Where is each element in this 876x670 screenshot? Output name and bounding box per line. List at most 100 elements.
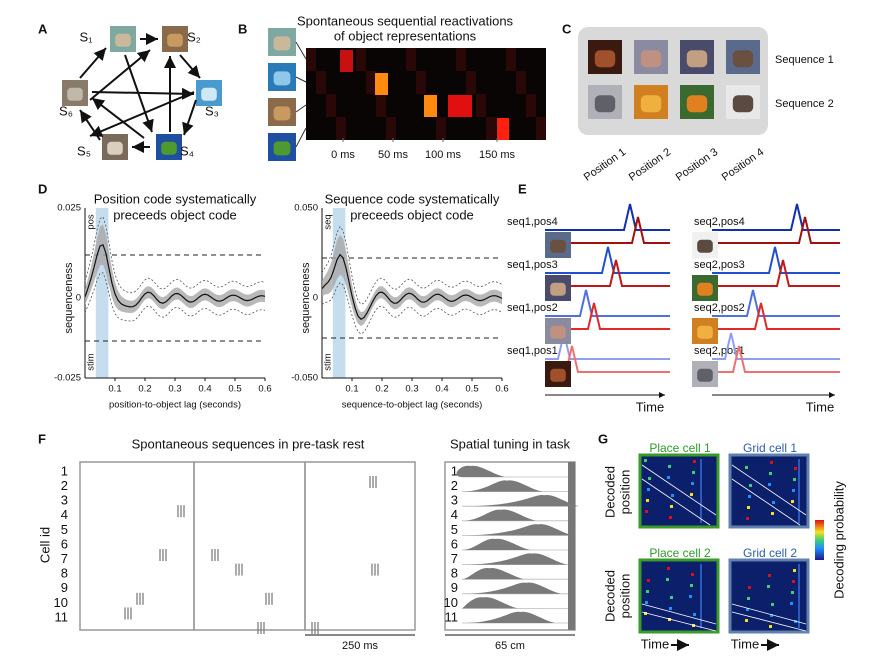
photo-detail (115, 33, 131, 47)
heat-cell (340, 50, 353, 72)
panel-letter: F (38, 431, 46, 446)
photo-detail (107, 141, 123, 155)
axis-title: Decoded (602, 466, 617, 518)
axis-note: stim (86, 353, 97, 371)
heat-cell (748, 586, 751, 589)
state-label: S₆ (59, 103, 73, 118)
heat-cell (406, 48, 416, 71)
arrow (89, 91, 195, 137)
cell-id: 11 (445, 609, 459, 624)
heat-cell (747, 597, 750, 600)
error-band (322, 234, 502, 327)
tick-label: 0.2 (138, 384, 151, 395)
heat-cell (376, 94, 386, 117)
photo-detail (697, 239, 713, 253)
heat-cell (668, 465, 671, 468)
mean-line (321, 253, 503, 320)
scale-label: 65 cm (495, 640, 525, 652)
panel-letter: E (518, 181, 527, 196)
error-band (85, 224, 265, 313)
heat-cell (769, 625, 772, 628)
null-line (321, 282, 503, 335)
tick-label: 0.3 (168, 384, 181, 395)
heat-cell (666, 578, 669, 581)
cell-id: 2 (61, 478, 68, 493)
cell-id: 9 (61, 580, 68, 595)
cell-id: 9 (451, 580, 458, 595)
heat-cell (768, 574, 771, 577)
tick-label: 150 ms (479, 149, 516, 161)
cell-id: 11 (55, 609, 69, 624)
heat-cell (689, 595, 692, 598)
tuning-curve (456, 465, 505, 477)
photo-detail (697, 325, 713, 339)
heat-cell (770, 461, 773, 464)
photo-detail (594, 50, 616, 68)
guide (731, 464, 807, 516)
heat-cell (645, 601, 648, 604)
title: preceeds object code (350, 207, 474, 222)
arrow (182, 99, 197, 136)
guide (731, 603, 807, 625)
heat-cell (486, 117, 496, 140)
axis-note: seq (323, 214, 334, 229)
row-label: Sequence 1 (775, 54, 834, 66)
heat-cell (497, 118, 509, 140)
heatmap (638, 453, 720, 529)
tick-label: 0.5 (465, 384, 478, 395)
heat-cell (691, 573, 694, 576)
guide (731, 478, 801, 526)
heat-cell (644, 612, 647, 615)
photo-detail (550, 239, 566, 253)
heat-cell (690, 493, 693, 496)
guide (641, 603, 717, 625)
heat-cell (667, 567, 670, 570)
photo-detail (67, 87, 83, 101)
tick-label: 50 ms (378, 149, 408, 161)
tick-label: 0 (313, 293, 318, 304)
connector (295, 127, 307, 148)
heat-cell (767, 585, 770, 588)
cell-id: 5 (451, 522, 458, 537)
tick-label: 0.4 (435, 384, 448, 395)
heat-cell (670, 505, 673, 508)
panel-title: Place cell 1 (649, 441, 711, 455)
heat-cell (375, 73, 388, 95)
axis-title: position-to-object lag (seconds) (109, 400, 241, 411)
photo-detail (273, 71, 291, 86)
heat-cell (669, 607, 672, 610)
mean-line (84, 243, 266, 308)
cell-id: 7 (61, 551, 68, 566)
trace-label: seq1,pos3 (507, 259, 558, 271)
state-label: S₂ (187, 29, 201, 44)
tick-label: 0 (76, 293, 81, 304)
heat-stripe (798, 564, 800, 628)
heat-cell (476, 94, 486, 117)
photo-detail (273, 36, 291, 51)
arrow (79, 47, 107, 79)
photo-detail (167, 33, 183, 47)
tick-label: 0.2 (375, 384, 388, 395)
title: preceeds object code (113, 207, 237, 222)
heat-cell (326, 94, 336, 117)
heat-cell (769, 472, 772, 475)
photo-detail (550, 282, 566, 296)
heat-cell (386, 117, 396, 140)
arrow (179, 54, 201, 79)
heat-cell (793, 478, 796, 481)
trace (712, 302, 840, 330)
cell-id: 2 (451, 478, 458, 493)
heat-cell (316, 71, 326, 94)
trace (545, 203, 670, 231)
tick-label: 0.3 (405, 384, 418, 395)
title: Sequence code systematically (325, 191, 500, 206)
heat-cell (792, 489, 795, 492)
trace (545, 302, 670, 330)
panel-letter: G (598, 431, 608, 446)
photo-detail (697, 368, 713, 382)
tick-label: 0.6 (495, 384, 508, 395)
axis-title: Decoded (602, 570, 617, 622)
trace (545, 246, 670, 274)
axis-title: sequenceness (300, 262, 312, 333)
axis-title: position (617, 574, 632, 619)
